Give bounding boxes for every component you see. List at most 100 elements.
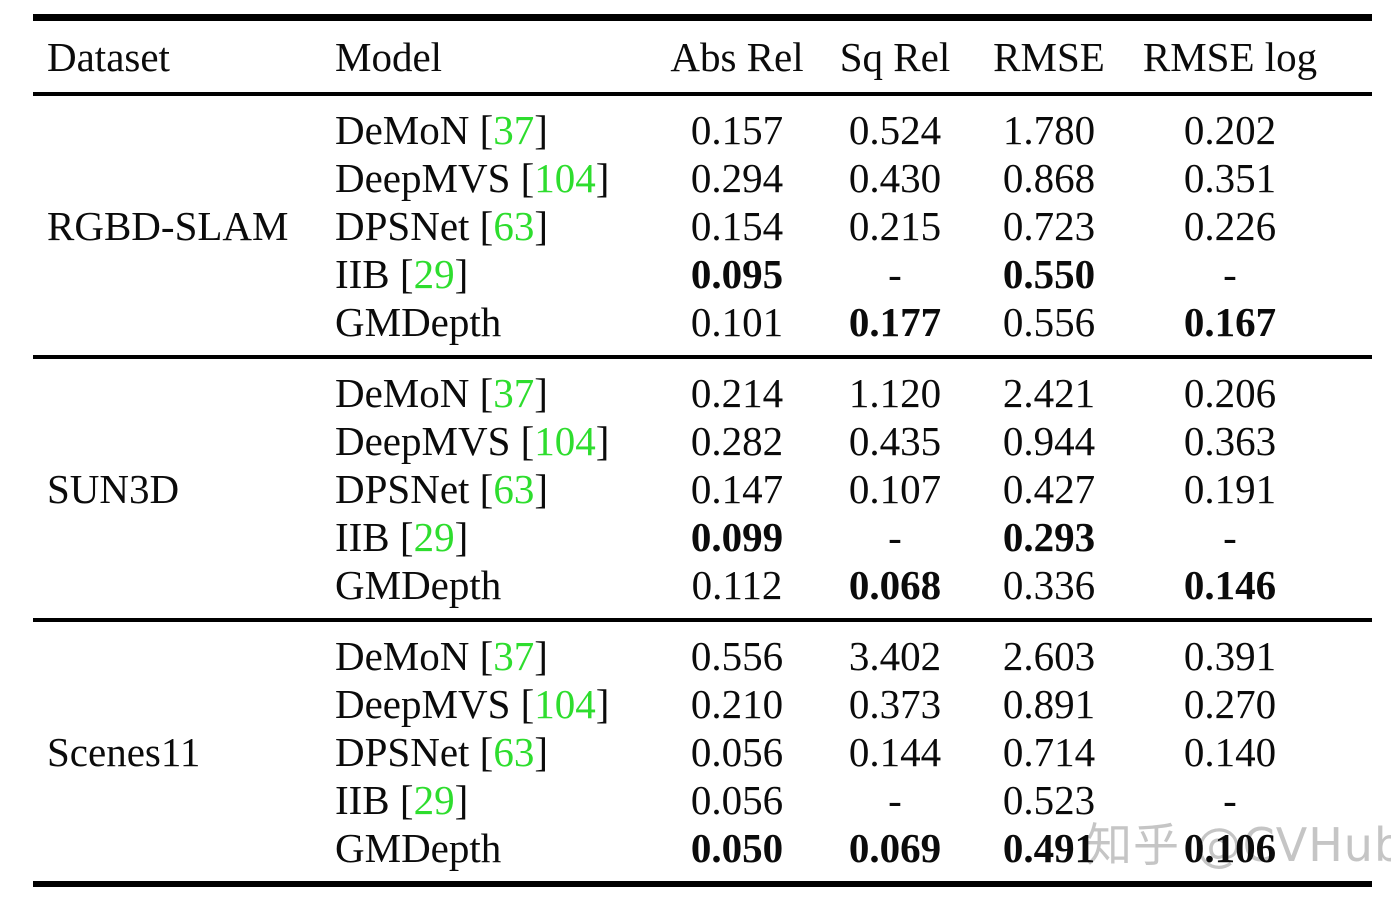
model-cell: DeepMVS [104]	[335, 417, 657, 465]
model-cell: DPSNet [63]	[335, 202, 657, 250]
model-cell: DeepMVS [104]	[335, 680, 657, 728]
metric-value: -	[1223, 251, 1237, 297]
citation: [37]	[480, 107, 548, 153]
citation: [29]	[400, 514, 468, 560]
metric-value: 0.177	[848, 299, 942, 345]
metric-value: 0.167	[1183, 299, 1277, 345]
metric-value: 0.944	[1002, 418, 1096, 464]
model-cell: DPSNet [63]	[335, 465, 657, 513]
citation-number: 104	[534, 418, 596, 464]
column-header-abs-rel: Abs Rel	[670, 33, 804, 80]
metric-value: 0.154	[690, 203, 784, 249]
metric-value: 0.868	[1002, 155, 1096, 201]
metric-value: 0.112	[691, 562, 783, 608]
citation-number: 37	[493, 107, 535, 153]
model-cell: IIB [29]	[335, 776, 657, 824]
citation: [37]	[480, 633, 548, 679]
metric-value: -	[1223, 514, 1237, 560]
citation-open-bracket: [	[479, 633, 494, 679]
column-header-dataset: Dataset	[47, 33, 170, 80]
citation-open-bracket: [	[479, 729, 494, 775]
citation-open-bracket: [	[399, 777, 414, 823]
metric-value: 0.210	[690, 681, 784, 727]
citation-close-bracket: ]	[534, 729, 548, 775]
metric-value: -	[1223, 777, 1237, 823]
model-name: DPSNet	[335, 203, 470, 249]
dataset-label: SUN3D	[47, 466, 180, 512]
model-name: DeMoN	[335, 633, 470, 679]
citation-close-bracket: ]	[454, 251, 469, 297]
metric-value: 0.101	[690, 299, 784, 345]
metric-value: 0.524	[848, 107, 942, 153]
citation: [104]	[521, 681, 610, 727]
citation-close-bracket: ]	[454, 514, 469, 560]
metric-value: 3.402	[848, 633, 942, 679]
citation: [29]	[400, 777, 468, 823]
citation-open-bracket: [	[520, 418, 535, 464]
metric-value: 0.373	[848, 681, 942, 727]
zhihu-watermark: 知乎 @CVHub	[1086, 818, 1391, 872]
metric-value: 0.099	[690, 514, 784, 560]
column-header-model: Model	[335, 33, 443, 80]
model-name: DeepMVS	[335, 155, 511, 201]
model-name: DeepMVS	[335, 681, 511, 727]
citation-number: 37	[493, 633, 535, 679]
bottom-rule	[33, 881, 1372, 887]
metric-value: 0.336	[1002, 562, 1096, 608]
metric-value: 0.891	[1002, 681, 1096, 727]
dataset-label: Scenes11	[47, 729, 201, 775]
metric-value: 0.351	[1183, 155, 1277, 201]
dataset-section: RGBD-SLAM DeMoN [37] 0.157 0.524 1.780 0.202 D…	[33, 96, 1372, 355]
metric-value: 0.270	[1183, 681, 1277, 727]
top-rule	[33, 14, 1372, 21]
model-name: IIB	[335, 514, 390, 560]
dataset-section: SUN3D DeMoN [37] 0.214 1.120 2.421 0.206 DeepM…	[33, 359, 1372, 618]
metric-value: 0.206	[1183, 370, 1277, 416]
citation: [104]	[521, 155, 610, 201]
citation-close-bracket: ]	[454, 777, 469, 823]
citation: [104]	[521, 418, 610, 464]
metric-value: 0.069	[848, 825, 942, 871]
citation-number: 63	[493, 729, 535, 775]
citation-close-bracket: ]	[595, 155, 610, 201]
column-header-rmse: RMSE	[993, 33, 1105, 80]
citation-open-bracket: [	[479, 466, 494, 512]
model-cell: GMDepth	[335, 561, 657, 609]
model-cell: GMDepth	[335, 824, 657, 872]
metric-value: -	[888, 777, 902, 823]
metric-value: 0.714	[1002, 729, 1096, 775]
section-rule	[33, 355, 1372, 359]
citation-open-bracket: [	[520, 155, 535, 201]
citation-open-bracket: [	[479, 203, 494, 249]
column-header-sq-rel: Sq Rel	[839, 33, 951, 80]
metric-value: 0.215	[848, 203, 942, 249]
model-name: IIB	[335, 777, 390, 823]
metric-value: 0.107	[848, 466, 942, 512]
metric-value: 0.282	[690, 418, 784, 464]
metric-value: 0.144	[848, 729, 942, 775]
model-name: GMDepth	[335, 562, 502, 608]
citation-open-bracket: [	[479, 370, 494, 416]
metric-value: 0.095	[690, 251, 784, 297]
citation-number: 63	[493, 466, 535, 512]
citation-close-bracket: ]	[534, 107, 548, 153]
metric-value: 0.491	[1002, 825, 1096, 871]
citation-open-bracket: [	[399, 514, 414, 560]
citation: [29]	[400, 251, 468, 297]
metric-value: 0.550	[1002, 251, 1096, 297]
citation-open-bracket: [	[479, 107, 494, 153]
citation-open-bracket: [	[399, 251, 414, 297]
citation-number: 104	[534, 681, 596, 727]
metric-value: 0.391	[1183, 633, 1277, 679]
model-name: DeMoN	[335, 107, 470, 153]
metric-value: 0.363	[1183, 418, 1277, 464]
model-name: DPSNet	[335, 466, 470, 512]
citation-number: 29	[413, 777, 455, 823]
model-cell: DeMoN [37]	[335, 369, 657, 417]
metric-value: 0.293	[1002, 514, 1096, 560]
dataset-section: Scenes11 DeMoN [37] 0.556 3.402 2.603 0.391 De…	[33, 622, 1372, 881]
citation-close-bracket: ]	[534, 633, 548, 679]
metric-value: 0.430	[848, 155, 942, 201]
citation-number: 29	[413, 251, 455, 297]
table-body: RGBD-SLAM DeMoN [37] 0.157 0.524 1.780 0.202 D…	[33, 96, 1372, 881]
